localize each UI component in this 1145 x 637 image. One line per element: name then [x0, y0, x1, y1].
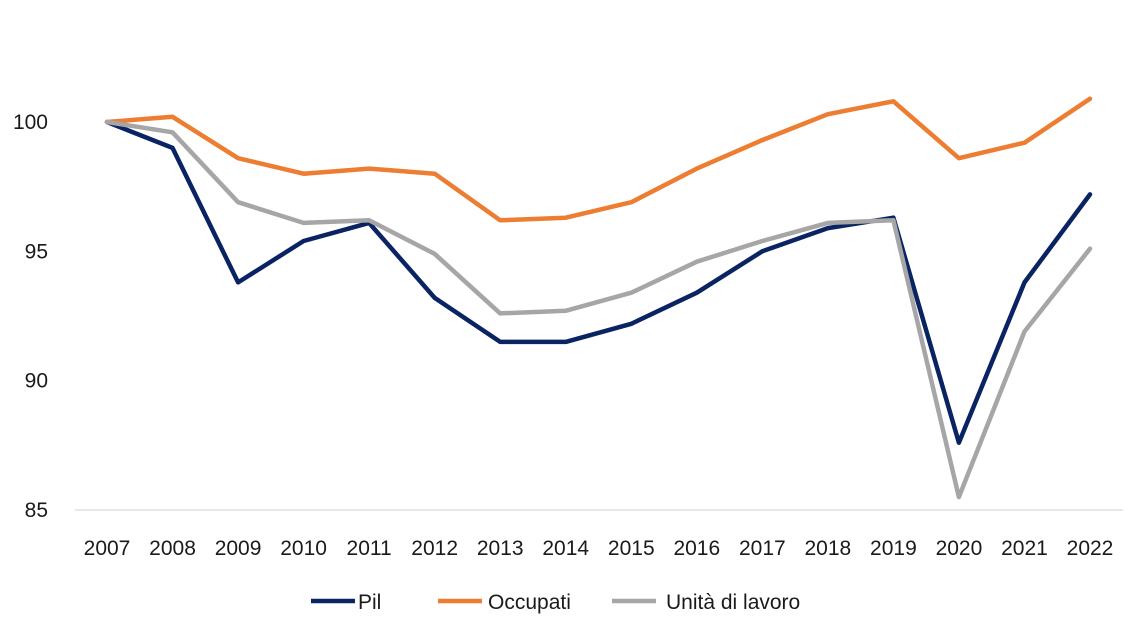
- x-tick-label: 2022: [1067, 537, 1114, 560]
- x-tick-label: 2008: [149, 537, 196, 560]
- x-tick-label: 2020: [936, 537, 983, 560]
- series-line-unit-di-lavoro: [104, 119, 1093, 500]
- x-tick-label: 2021: [1001, 537, 1048, 560]
- x-tick-label: 2010: [280, 537, 327, 560]
- x-tick-label: 2018: [805, 537, 852, 560]
- y-tick-label: 100: [13, 111, 48, 134]
- x-tick-label: 2007: [84, 537, 131, 560]
- series-line-pil: [104, 119, 1093, 445]
- x-tick-label: 2013: [477, 537, 524, 560]
- x-tick-label: 2017: [739, 537, 786, 560]
- x-tick-label: 2009: [215, 537, 262, 560]
- legend-label: Pil: [358, 591, 381, 614]
- x-tick-label: 2012: [411, 537, 458, 560]
- legend: Pil Occupati Unità di lavoro: [311, 591, 800, 614]
- y-tick-label: 85: [25, 499, 48, 522]
- x-tick-label: 2019: [870, 537, 917, 560]
- x-tick-label: 2016: [673, 537, 720, 560]
- y-tick-label: 95: [25, 240, 48, 263]
- y-tick-label: 90: [25, 370, 48, 393]
- legend-label: Occupati: [488, 591, 571, 614]
- x-tick-label: 2015: [608, 537, 655, 560]
- x-tick-label: 2011: [347, 537, 392, 560]
- series-lines: [104, 96, 1093, 500]
- x-tick-label: 2014: [542, 537, 589, 560]
- legend-label: Unità di lavoro: [666, 591, 800, 614]
- axes: 85 90 95 100 2007 2008 2009 2010 2011 2012 2013 201…: [13, 111, 1123, 560]
- series-line-occupati: [104, 96, 1093, 223]
